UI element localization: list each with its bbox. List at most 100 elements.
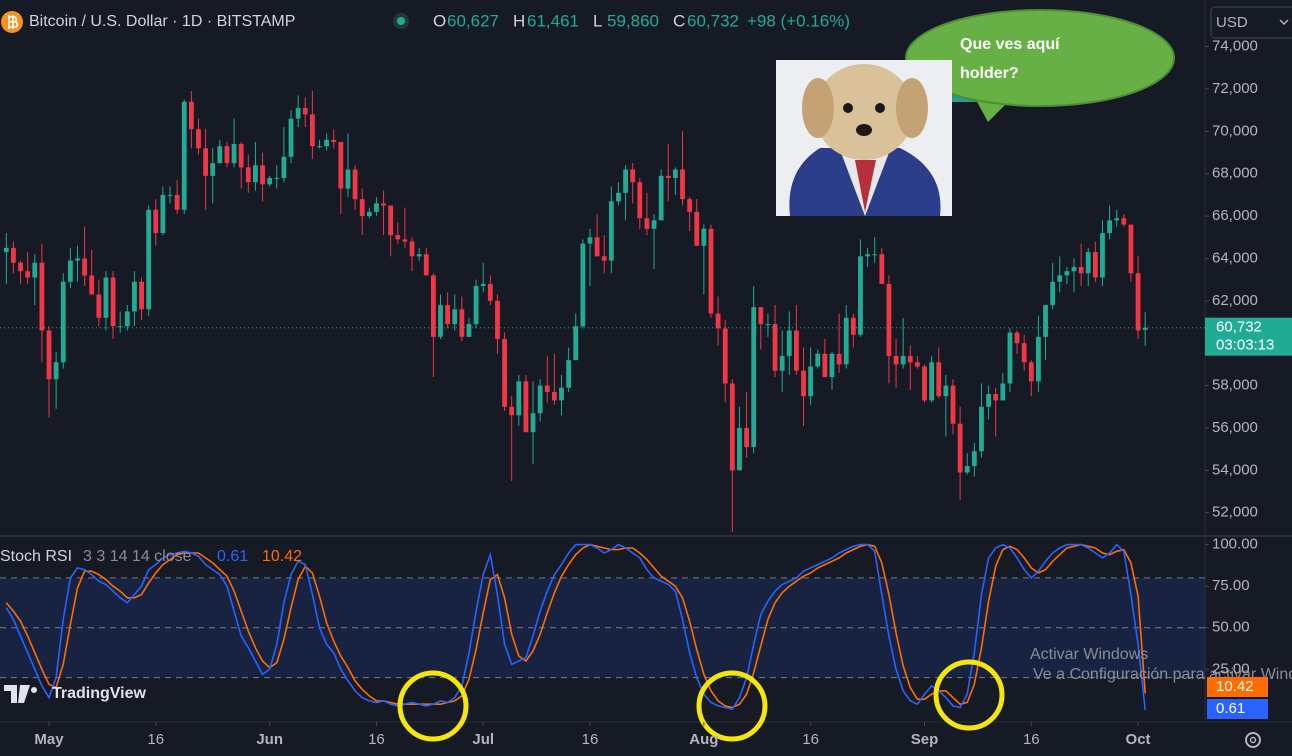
- settings-icon[interactable]: [1249, 736, 1257, 744]
- x-tick-label: 16: [1023, 731, 1040, 748]
- candle-body: [146, 209, 152, 310]
- candle-body: [573, 326, 579, 361]
- candle-body: [231, 144, 237, 164]
- candle-body: [53, 362, 59, 380]
- candle-body: [1107, 220, 1112, 234]
- candle-body: [566, 360, 572, 388]
- candle-body: [331, 139, 337, 142]
- candle-body: [238, 144, 244, 168]
- candle-body: [559, 387, 564, 401]
- candle-body: [537, 385, 543, 414]
- x-tick-label: Aug: [689, 731, 718, 748]
- candle-body: [174, 194, 180, 210]
- value-badge: [1207, 677, 1268, 697]
- candle-body: [39, 262, 45, 331]
- candle-body: [203, 148, 209, 176]
- candle-body: [381, 203, 386, 206]
- candle-body: [858, 256, 863, 335]
- chevron[interactable]: [1279, 19, 1289, 26]
- candle-body: [1135, 273, 1141, 331]
- candle-body: [957, 423, 963, 473]
- candle-body: [281, 156, 287, 178]
- candle-body: [893, 355, 899, 365]
- candle-body: [608, 201, 614, 261]
- candle-body: [210, 163, 216, 176]
- candle-body: [338, 141, 344, 189]
- candle-body: [132, 281, 137, 312]
- candle-body: [886, 283, 892, 356]
- candle-body: [495, 300, 500, 339]
- candle-body: [915, 362, 920, 367]
- candle-body: [1014, 332, 1020, 344]
- candle-body: [110, 277, 116, 327]
- candle-body: [3, 247, 9, 253]
- candle-body: [544, 385, 550, 392]
- candle-body: [1021, 343, 1027, 363]
- y-tick-label: 75.00: [1212, 577, 1250, 594]
- candle-body: [836, 353, 842, 365]
- candle-body: [1050, 281, 1056, 306]
- x-tick-label: 16: [802, 731, 819, 748]
- x-tick-label: Sep: [911, 731, 939, 748]
- candle-body: [388, 205, 394, 236]
- candle-body: [67, 260, 73, 282]
- bubble-text: holder?: [960, 65, 1019, 82]
- legend-value: 0.61: [217, 548, 248, 565]
- candle-body: [509, 406, 515, 416]
- tv-logo: [31, 687, 37, 693]
- candle-body: [473, 286, 479, 325]
- candle-body: [167, 194, 173, 196]
- candle-body: [1000, 383, 1006, 401]
- settings-icon[interactable]: [1245, 732, 1261, 748]
- candle-body: [907, 355, 913, 363]
- candle-body: [1142, 327, 1148, 330]
- candle-body: [587, 237, 593, 244]
- candle-body: [409, 241, 415, 257]
- highlight-circle: [696, 670, 768, 742]
- currency-label[interactable]: USD: [1216, 14, 1248, 31]
- y-tick-label: 64,000: [1212, 249, 1258, 266]
- candle-body: [644, 218, 650, 229]
- candle-body: [922, 366, 927, 401]
- value-badge-label: 10.42: [1216, 678, 1254, 695]
- candle-body: [1114, 218, 1120, 221]
- y-tick-label: 100.00: [1212, 536, 1258, 553]
- highlight-circle: [933, 659, 1005, 731]
- currency-button[interactable]: [1210, 6, 1292, 39]
- candle-body: [843, 317, 849, 365]
- ohlc-value: 60,627: [447, 11, 499, 30]
- y-tick-label: 50.00: [1212, 619, 1250, 636]
- candle-body: [551, 391, 557, 401]
- candle-body: [416, 254, 422, 257]
- candle-body: [423, 254, 429, 276]
- countdown: 03:03:13: [1216, 337, 1274, 354]
- activation-title: Activar Windows: [1030, 646, 1148, 663]
- candle-body: [46, 330, 52, 380]
- x-tick-label: Jul: [472, 731, 494, 748]
- candle-body: [737, 427, 742, 471]
- y-tick-label: 52,000: [1212, 504, 1258, 521]
- ohlc-change: +98 (+0.16%): [747, 11, 850, 30]
- candle-body: [623, 169, 628, 193]
- x-tick-label: 16: [368, 731, 385, 748]
- candle-body: [124, 311, 130, 327]
- x-tick-label: May: [34, 731, 64, 748]
- y-tick-label: 72,000: [1212, 80, 1258, 97]
- legend-value: 10.42: [262, 548, 302, 565]
- candle-body: [1071, 266, 1077, 272]
- candle-body: [687, 199, 693, 212]
- coin-glyph: [8, 15, 19, 29]
- candle-body: [11, 247, 16, 263]
- candle-body: [1036, 336, 1041, 382]
- candle-body: [779, 355, 785, 371]
- dog-image: [776, 60, 952, 216]
- candle-body: [1092, 252, 1098, 278]
- candle-body: [452, 309, 458, 325]
- last-price-badge: [1205, 317, 1292, 356]
- candle-body: [1064, 271, 1070, 276]
- candle-body: [829, 353, 835, 378]
- ohlc-key: H: [513, 11, 525, 30]
- candle-body: [708, 228, 714, 314]
- candle-body: [1100, 233, 1105, 278]
